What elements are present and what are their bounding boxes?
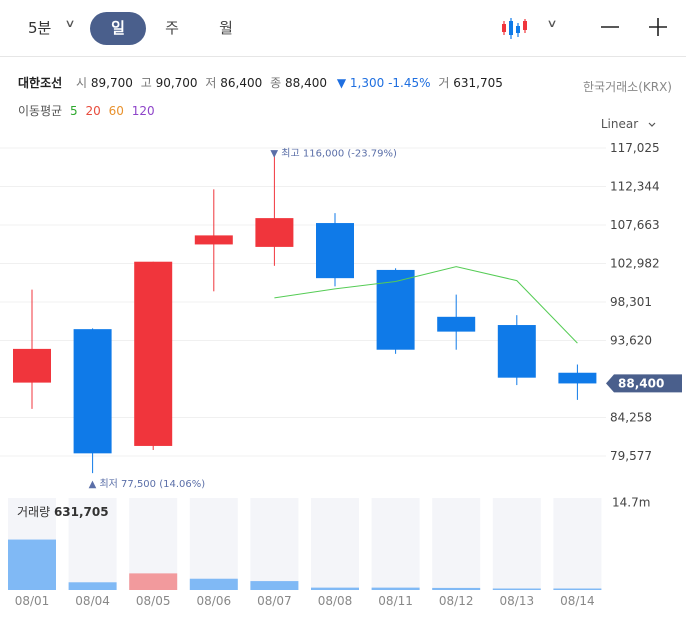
ma-period-120[interactable]: 120 [131, 104, 155, 118]
candlestick-icon[interactable] [500, 15, 528, 43]
open-value: 89,700 [90, 76, 133, 90]
volume-bar [311, 587, 359, 590]
x-tick-label: 08/12 [439, 594, 474, 608]
volume-slot [250, 498, 299, 590]
x-tick-label: 08/07 [257, 594, 292, 608]
candle-body [437, 316, 476, 332]
open-label: 시 [76, 76, 88, 90]
volume-label: 거 [438, 76, 450, 90]
volume-bar [129, 573, 178, 590]
tab-weekly[interactable]: 주 [165, 19, 179, 37]
change-amount: 1,300 [349, 76, 385, 90]
ma-period-60[interactable]: 60 [108, 104, 124, 118]
change-arrow-icon: ▼ [336, 76, 347, 90]
volume-bar [492, 588, 541, 590]
volume-panel-value: 631,705 [54, 505, 109, 519]
ma-period-5[interactable]: 5 [70, 104, 78, 118]
candle-body [316, 223, 354, 279]
volume-slot [311, 498, 359, 590]
chevron-down-icon: ∨ [64, 17, 76, 30]
x-tick-label: 08/06 [197, 594, 232, 608]
volume-slot [68, 498, 117, 590]
price-info-bar: 대한조선 시 89,700 고 90,700 저 86,400 종 88,400… [18, 74, 503, 91]
x-tick-label: 08/04 [75, 594, 110, 608]
low-marker-label: ▲ 최저 77,500 (14.06%) [89, 478, 206, 490]
y-tick-label: 79,577 [610, 449, 652, 463]
y-tick-label: 102,982 [610, 257, 660, 271]
low-label: 저 [205, 76, 217, 90]
candle-body [194, 235, 233, 245]
timeframe-dropdown[interactable]: 5분 ∨ [28, 17, 80, 41]
stock-name: 대한조선 [18, 76, 63, 90]
volume-slot [189, 498, 238, 590]
volume-slot [492, 498, 541, 590]
volume-slot [553, 498, 602, 590]
ma5-line [274, 266, 578, 344]
x-tick-label: 08/13 [500, 594, 535, 608]
y-tick-label: 117,025 [610, 141, 660, 155]
y-tick-label: 112,344 [610, 180, 660, 194]
scale-toggle[interactable]: Linear [601, 117, 656, 131]
ma-legend: 이동평균 5 20 60 120 [18, 102, 155, 119]
plus-icon[interactable] [643, 12, 673, 42]
volume-panel-label: 거래량 631,705 [17, 505, 109, 519]
ma-label: 이동평균 [18, 104, 63, 118]
volume-bar [553, 588, 602, 590]
high-label: 고 [140, 76, 152, 90]
volume-bar [8, 539, 56, 590]
y-tick-label: 98,301 [610, 295, 652, 309]
x-tick-label: 08/11 [378, 594, 413, 608]
candle-body [134, 261, 173, 446]
volume-tick-label: 14.7m [612, 496, 650, 510]
volume-bar [432, 587, 481, 590]
low-value: 86,400 [220, 76, 263, 90]
volume-bar [189, 578, 238, 590]
high-value: 90,700 [155, 76, 198, 90]
y-tick-label: 84,258 [610, 411, 652, 425]
exchange-label: 한국거래소(KRX) [583, 80, 672, 94]
volume-bar [250, 581, 299, 590]
change-value: ▼ 1,300 -1.45% [337, 76, 431, 90]
timeframe-value: 5분 [28, 19, 52, 37]
tab-monthly[interactable]: 월 [219, 19, 233, 37]
current-price-tag [606, 374, 682, 393]
toolbar-divider [0, 56, 686, 57]
candle-body [558, 372, 597, 384]
change-percent: -1.45% [388, 76, 431, 90]
scale-chevron-icon [648, 122, 656, 127]
candle-body [13, 348, 51, 383]
y-tick-label: 93,620 [610, 334, 652, 348]
candle-body [73, 329, 112, 454]
tab-daily[interactable]: 일 [90, 12, 146, 45]
scale-label: Linear [600, 117, 639, 131]
close-value: 88,400 [284, 76, 327, 90]
close-label: 종 [270, 76, 282, 90]
x-tick-label: 08/14 [560, 594, 595, 608]
current-price-label: 88,400 [618, 376, 664, 390]
volume-bar [371, 587, 420, 590]
volume-slot [432, 498, 481, 590]
candle-body [255, 218, 294, 247]
minus-icon[interactable] [595, 12, 625, 42]
x-tick-label: 08/08 [318, 594, 353, 608]
y-tick-label: 107,663 [610, 218, 660, 232]
x-tick-label: 08/05 [136, 594, 171, 608]
chart-toolbar: 5분 ∨ 일 주 월 ∨ [0, 0, 686, 57]
x-tick-label: 08/01 [15, 594, 50, 608]
volume-bar [68, 582, 117, 590]
candle-body [497, 325, 536, 378]
high-marker-label: ▼ 최고 116,000 (-23.79%) [270, 147, 397, 159]
chart-type-chevron-icon[interactable]: ∨ [546, 17, 558, 30]
volume-value: 631,705 [453, 76, 503, 90]
volume-slot [371, 498, 420, 590]
ma-period-20[interactable]: 20 [85, 104, 101, 118]
